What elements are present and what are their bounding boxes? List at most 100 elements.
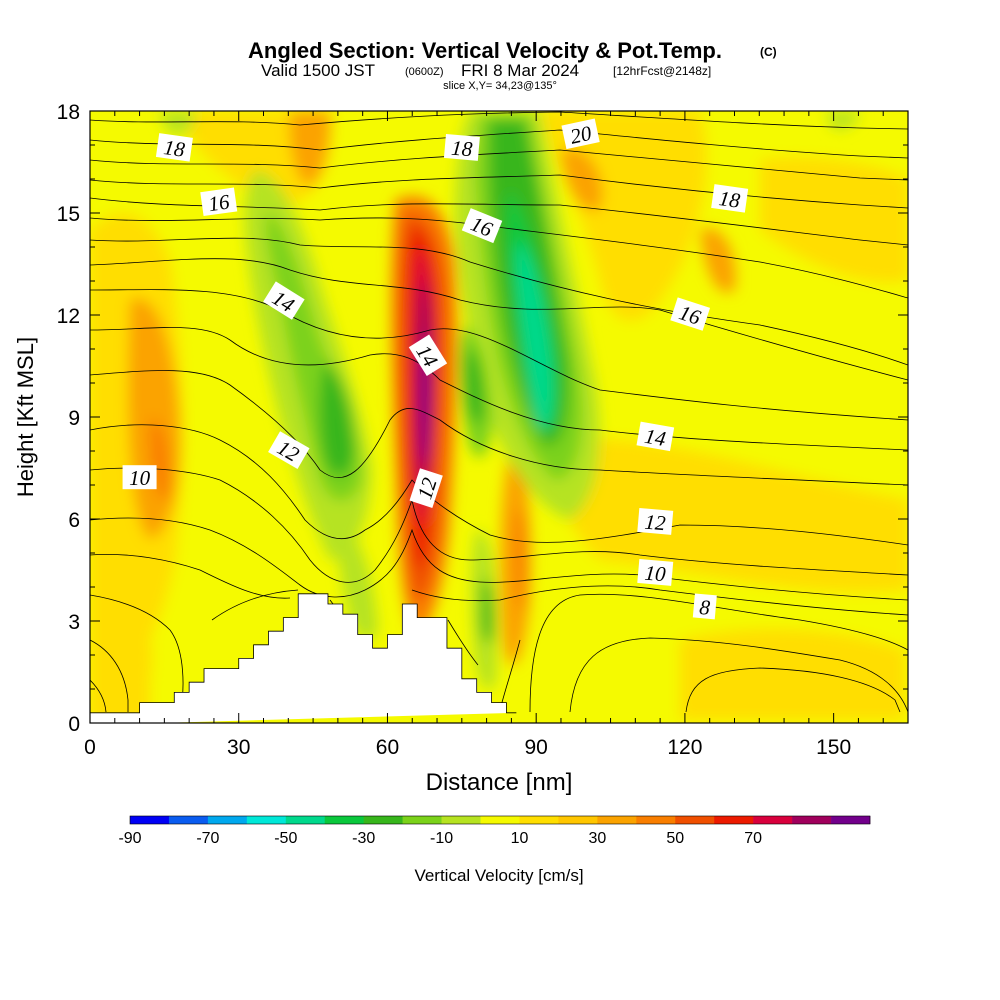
theta-contour xyxy=(90,667,901,713)
x-axis: 0 30 60 90 120 150 xyxy=(84,111,884,759)
colorbar-tick-label: -50 xyxy=(274,830,297,847)
contour-label-box xyxy=(561,118,600,150)
velocity-region xyxy=(680,629,905,720)
colorbar-swatch xyxy=(675,816,715,824)
contour-label-box xyxy=(263,281,305,320)
contour-label: 10 xyxy=(637,558,674,587)
contour-label-text: 14 xyxy=(643,424,668,451)
contour-label-box xyxy=(155,133,193,162)
contour-label: 20 xyxy=(561,118,600,150)
contour-label-text: 18 xyxy=(717,186,742,213)
colorbar-swatch xyxy=(753,816,793,824)
contour-label-box xyxy=(200,187,238,217)
velocity-region xyxy=(338,520,378,641)
contour-label-box xyxy=(637,507,674,535)
colorbar-swatch xyxy=(714,816,754,824)
title-copyright: (C) xyxy=(760,45,777,59)
velocity-region xyxy=(481,579,494,644)
x-tick-label: 30 xyxy=(227,736,250,759)
colorbar-swatch xyxy=(285,816,326,824)
colorbar-tick-label: -90 xyxy=(118,830,141,847)
contour-label-text: 10 xyxy=(644,561,668,587)
colorbar-swatch xyxy=(636,816,676,824)
valid-prefix: Valid 1500 JST xyxy=(261,61,375,80)
contour-label-box xyxy=(122,465,157,490)
colorbar-tick-label: -70 xyxy=(196,830,219,847)
theta-contour xyxy=(90,237,908,366)
colorbar-swatch xyxy=(792,816,832,824)
forecast-label: [12hrFcst@2148z] xyxy=(613,64,711,78)
y-tick-label: 6 xyxy=(68,509,80,532)
theta-contour xyxy=(90,370,908,486)
valid-date: FRI 8 Mar 2024 xyxy=(461,61,579,80)
terrain-mask xyxy=(90,593,517,723)
contour-label: 8 xyxy=(692,593,717,620)
colorbar-label: Vertical Velocity [cm/s] xyxy=(414,866,583,885)
colorbar-swatch xyxy=(519,816,559,824)
y-tick-label: 3 xyxy=(68,611,80,634)
y-tick-label: 18 xyxy=(57,101,80,124)
contour-label-text: 18 xyxy=(162,135,187,162)
theta-contour xyxy=(90,467,908,583)
contour-label-box xyxy=(461,208,503,244)
contour-label-text: 10 xyxy=(129,466,151,490)
velocity-region xyxy=(289,111,331,186)
contour-label-box xyxy=(268,431,310,470)
velocity-region xyxy=(760,157,908,282)
contour-label: 18 xyxy=(443,133,480,162)
theta-contour xyxy=(90,424,908,546)
velocity-region xyxy=(700,228,736,293)
theta-contour xyxy=(90,637,908,713)
colorbar-swatch xyxy=(363,816,403,824)
chart-subtitle: Valid 1500 JST (0600Z) FRI 8 Mar 2024 [1… xyxy=(261,61,711,92)
colorbar-swatch xyxy=(441,816,481,824)
contour-label-text: 18 xyxy=(450,136,474,162)
theta-contour xyxy=(90,289,908,421)
colorbar-swatch xyxy=(558,816,598,824)
colorbar-tick-label: -10 xyxy=(430,830,453,847)
valid-utc: (0600Z) xyxy=(405,66,444,78)
colorbar: -90 -70 -50 -30 -10 10 30 50 70 xyxy=(118,815,871,847)
velocity-region xyxy=(319,360,355,477)
colorbar-tick-label: 50 xyxy=(666,830,684,847)
vertical-velocity-field xyxy=(90,111,908,723)
theta-contour xyxy=(90,554,908,616)
colorbar-frame xyxy=(129,815,871,825)
x-tick-label: 120 xyxy=(667,736,702,759)
y-axis-label: Height [Kft MSL] xyxy=(13,337,38,497)
y-axis: 0 3 6 9 12 15 18 xyxy=(57,101,908,736)
contour-label: 12 xyxy=(268,431,310,470)
contour-label-text: 8 xyxy=(698,595,711,620)
contour-label: 12 xyxy=(409,468,443,508)
contour-label: 18 xyxy=(711,184,749,213)
slice-label: slice X,Y= 34,23@135° xyxy=(443,80,557,92)
velocity-region xyxy=(552,438,908,593)
colorbar-tick-label: 30 xyxy=(588,830,606,847)
x-tick-label: 150 xyxy=(816,736,851,759)
contour-label-box xyxy=(711,184,749,213)
contour-label-box xyxy=(670,297,711,331)
colorbar-swatch xyxy=(402,816,442,824)
chart-title: Angled Section: Vertical Velocity & Pot.… xyxy=(248,38,777,63)
colorbar-swatch xyxy=(324,816,364,824)
contour-label: 14 xyxy=(636,421,675,452)
x-tick-label: 0 xyxy=(84,736,96,759)
y-tick-label: 9 xyxy=(68,407,80,430)
title-main: Angled Section: Vertical Velocity & Pot.… xyxy=(248,38,722,63)
colorbar-tick-label: 70 xyxy=(744,830,762,847)
x-axis-label: Distance [nm] xyxy=(426,769,573,796)
colorbar-swatch xyxy=(480,816,520,824)
colorbar-swatch xyxy=(246,816,287,824)
contour-label-box xyxy=(637,558,674,586)
y-tick-label: 0 xyxy=(68,713,80,736)
y-tick-label: 12 xyxy=(57,305,80,328)
contour-label-box xyxy=(443,133,480,161)
velocity-region xyxy=(160,111,196,135)
colorbar-swatch xyxy=(207,816,248,824)
contour-label-box xyxy=(408,334,448,377)
colorbar-tick-label: -30 xyxy=(352,830,375,847)
colorbar-tick-label: 10 xyxy=(511,830,529,847)
contour-label-text: 16 xyxy=(207,189,232,216)
